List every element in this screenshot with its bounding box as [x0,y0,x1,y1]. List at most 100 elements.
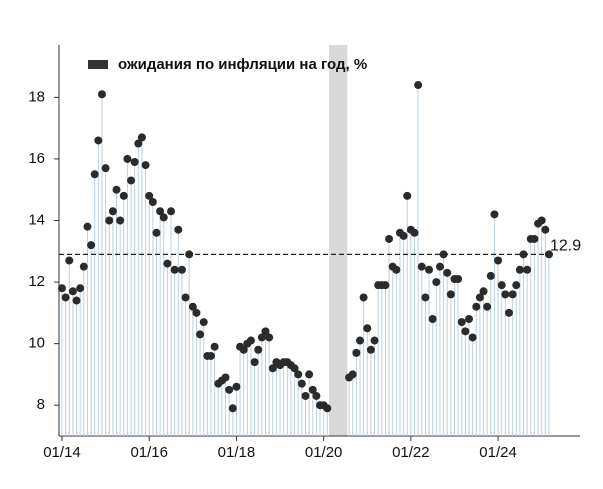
point [127,176,136,185]
point [188,302,197,311]
point [177,265,186,274]
point [352,348,361,357]
point [425,265,434,274]
y-tick-label: 12 [28,273,45,290]
point [116,216,125,225]
point [163,259,172,268]
point [134,139,143,148]
point [457,318,466,327]
x-tick-label: 01/18 [218,444,256,461]
point [119,191,128,200]
point [486,271,495,280]
point [385,234,394,243]
point [475,293,484,302]
point [199,318,208,327]
point [414,81,423,90]
point [504,308,513,317]
point [156,207,165,216]
point [167,207,176,216]
point [58,284,66,293]
y-tick-label: 18 [28,88,45,105]
point [76,284,85,293]
legend-swatch [88,60,108,69]
point [87,241,96,250]
point [381,281,390,290]
point [508,290,517,299]
point [417,262,426,271]
point [308,385,317,394]
point [301,391,310,400]
point [323,404,332,413]
point [123,154,132,163]
point [305,370,314,379]
point [268,364,277,373]
point [403,191,412,200]
y-tick-label: 10 [28,335,45,352]
point [494,256,503,265]
point [159,213,168,222]
point [228,404,237,413]
reference-label: 12.9 [550,238,581,255]
point [432,278,441,287]
point [410,228,419,237]
point [537,216,546,225]
point [472,302,481,311]
point [421,293,430,302]
point [206,351,215,360]
point [221,373,230,382]
point [479,287,488,296]
point [105,216,114,225]
point [261,327,270,336]
point [170,265,179,274]
point [210,342,219,351]
point [246,336,255,345]
point [512,281,521,290]
y-tick-label: 14 [28,211,45,228]
point [65,256,74,265]
point [196,330,205,339]
point [68,287,77,296]
point [250,358,259,367]
point [148,198,157,207]
point [112,185,121,194]
point [297,379,306,388]
point [541,225,550,234]
point [443,268,452,277]
point [446,290,455,299]
x-tick-label: 01/24 [479,444,517,461]
point [483,302,492,311]
point [359,293,368,302]
point [294,370,303,379]
point [312,391,321,400]
point [392,265,401,274]
y-tick-label: 16 [28,150,45,167]
point [239,345,248,354]
point [461,327,470,336]
point [497,281,506,290]
point [515,265,524,274]
point [90,170,99,179]
point [137,133,146,142]
y-tick-label: 8 [37,396,45,413]
point [363,324,372,333]
point [348,370,357,379]
point [72,296,81,305]
legend-label: ожидания по инфляции на год, % [118,56,367,73]
point [61,293,70,302]
point [490,210,499,219]
x-tick-label: 01/20 [305,444,343,461]
point [181,293,190,302]
point [101,164,110,173]
point [465,315,474,324]
point [174,225,183,234]
point [370,336,379,345]
point [290,364,299,373]
point [94,136,103,145]
point [130,157,139,166]
point [530,234,539,243]
point [79,262,88,271]
x-tick-label: 01/16 [130,444,168,461]
point [257,333,266,342]
